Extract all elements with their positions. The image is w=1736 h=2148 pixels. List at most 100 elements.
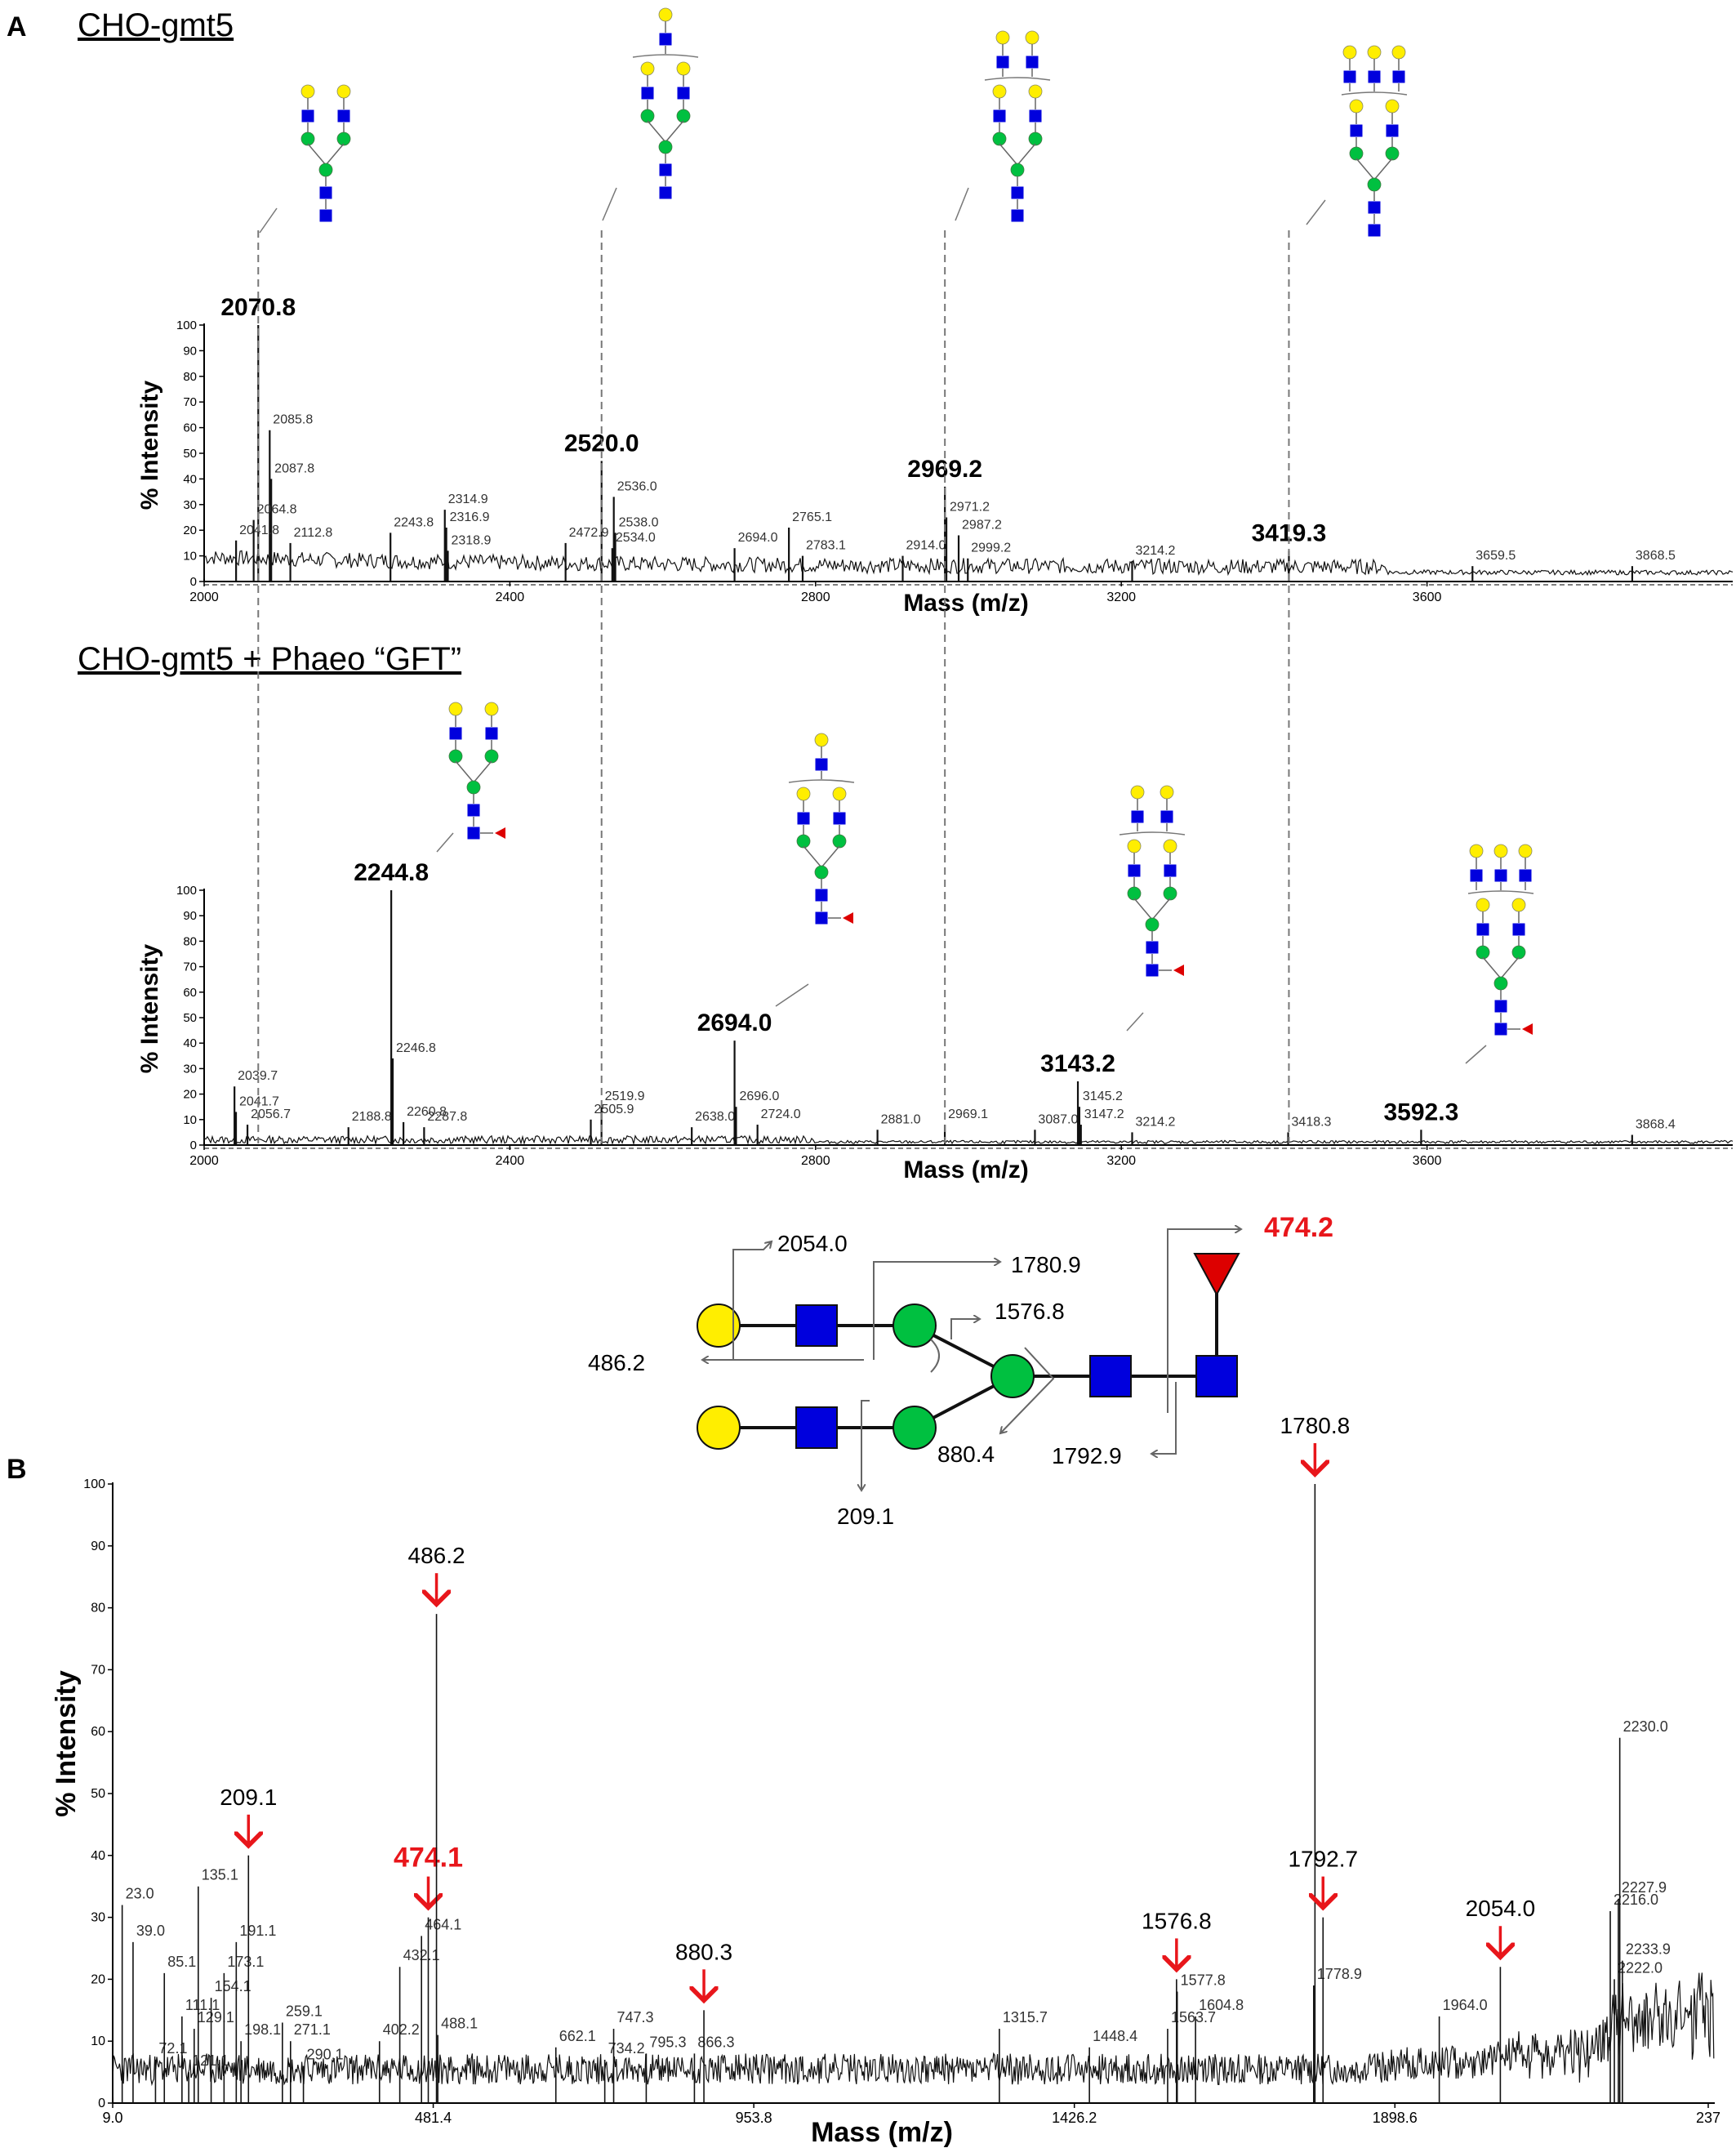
glycan-bond [307, 143, 327, 166]
fragment-label: 209.1 [837, 1504, 894, 1529]
peak-label: 2087.8 [274, 461, 314, 475]
y-tick-label: 40 [183, 1036, 197, 1050]
peak-label: 2914.0 [906, 539, 946, 553]
glcnac-icon [795, 1406, 838, 1449]
galactose-icon [1160, 785, 1174, 800]
peak-label: 2233.9 [1626, 1941, 1671, 1958]
x-tick-label: 2800 [801, 1154, 830, 1168]
y-tick-label: 100 [176, 884, 197, 898]
glcnac-icon [319, 186, 332, 199]
peak-label: 2999.2 [971, 541, 1011, 555]
peak-label: 1792.7 [1288, 1847, 1358, 1872]
peak-label: 154.1 [215, 1978, 251, 1994]
galactose-icon [1493, 844, 1508, 858]
glcnac-icon [659, 186, 672, 199]
glycan-bond [803, 845, 822, 868]
peak-label: 173.1 [227, 1954, 264, 1970]
leader-line [775, 983, 809, 1007]
glcnac-icon [1131, 810, 1144, 823]
mannose-icon [318, 163, 333, 177]
y-tick-label: 10 [183, 550, 197, 564]
peak-label: 3659.5 [1476, 549, 1516, 563]
galactose-icon [1025, 30, 1039, 45]
galactose-icon [1028, 84, 1043, 99]
peak-label: 209.1 [220, 1785, 277, 1810]
peak-label: 121.1 [192, 2052, 229, 2069]
spectrum-trace [203, 1134, 1734, 1146]
leader-line [1465, 1045, 1487, 1064]
mannose-icon [832, 834, 847, 849]
peak-label: 3868.4 [1636, 1118, 1676, 1132]
peak-label: 2969.1 [948, 1107, 988, 1121]
mannose-icon [1511, 945, 1526, 960]
galactose-icon [658, 7, 673, 22]
x-tick-label: 3200 [1106, 1154, 1136, 1168]
glcnac-icon [1368, 201, 1381, 214]
x-tick-label: 2800 [801, 590, 830, 604]
peak-label: 198.1 [244, 2021, 281, 2038]
glycan-bond [1482, 956, 1502, 979]
glcnac-icon [485, 727, 498, 740]
mannose-icon [300, 131, 315, 146]
y-tick-label: 90 [183, 344, 197, 358]
chart-cho-gmt5-phaeo: CHO-gmt5 + Phaeo “GFT” Mass (m/z) % Inte… [78, 641, 1734, 1183]
peak-label: 2765.1 [792, 510, 832, 524]
galactose-icon [1367, 45, 1382, 60]
y-tick-label: 10 [183, 1113, 197, 1127]
peak-label: 2112.8 [294, 526, 333, 540]
mannose-icon [1385, 146, 1400, 161]
peak-label: 734.2 [608, 2040, 645, 2057]
galactose-icon [1342, 45, 1357, 60]
mannose-icon [1010, 163, 1025, 177]
chart-title-cho-gmt5: CHO-gmt5 [78, 7, 234, 43]
leader-line [259, 207, 278, 234]
chart-msms: Mass (m/z) % Intensity 0 10 20 30 40 50 60 70 80… [51, 1413, 1720, 2148]
peak-label: 486.2 [408, 1543, 465, 1568]
galactose-icon [697, 1406, 741, 1450]
galactose-icon [995, 30, 1010, 45]
peak-label: 271.1 [294, 2021, 331, 2038]
glcnac-icon [797, 812, 810, 825]
mannose-icon [336, 131, 351, 146]
peak-label: 488.1 [441, 2016, 478, 2032]
glycan-bond [647, 120, 666, 143]
x-axis-label: Mass (m/z) [903, 1156, 1028, 1183]
galactose-icon [832, 787, 847, 801]
y-tick-label: 60 [91, 1725, 105, 1739]
peak-label: 2987.2 [962, 518, 1002, 532]
peak-label: 1448.4 [1093, 2028, 1137, 2044]
peak-label: 795.3 [649, 2034, 686, 2050]
mannose-icon [892, 1406, 937, 1450]
mannose-icon [448, 749, 463, 764]
galactose-icon [336, 84, 351, 99]
peak-label: 2064.8 [257, 503, 297, 517]
x-tick-label: 3200 [1106, 590, 1136, 604]
cleavage-path [861, 1400, 870, 1491]
bracket [632, 54, 699, 58]
glycan-bond [325, 143, 345, 166]
glcnac-icon [1470, 869, 1483, 882]
y-tick-label: 20 [183, 524, 197, 537]
peak-label: 1315.7 [1003, 2009, 1048, 2025]
glcnac-icon [1350, 124, 1363, 137]
y-tick-label: 50 [91, 1787, 105, 1801]
galactose-icon [300, 84, 315, 99]
peak-label: 2638.0 [695, 1110, 735, 1124]
y-tick-label: 70 [183, 395, 197, 409]
glycan-bond [821, 845, 840, 868]
y-axis-label: % Intensity [136, 381, 163, 510]
peak-label: 2538.0 [619, 515, 659, 529]
peak-label: 259.1 [286, 2003, 323, 2019]
glycan-bond [1133, 898, 1153, 920]
y-axis-label: % Intensity [51, 1670, 82, 1817]
galactose-icon [1476, 898, 1490, 912]
y-tick-label: 10 [91, 2034, 105, 2048]
peak-label: 2318.9 [451, 533, 491, 547]
peak-label: 39.0 [136, 1923, 165, 1939]
peak-label: 1576.8 [1142, 1908, 1212, 1933]
galactose-icon [992, 84, 1007, 99]
glcnac-icon [815, 889, 828, 902]
mannose-icon [466, 780, 481, 795]
x-tick-label: 1898.6 [1373, 2110, 1418, 2126]
peak-label: 1563.7 [1171, 2009, 1216, 2025]
